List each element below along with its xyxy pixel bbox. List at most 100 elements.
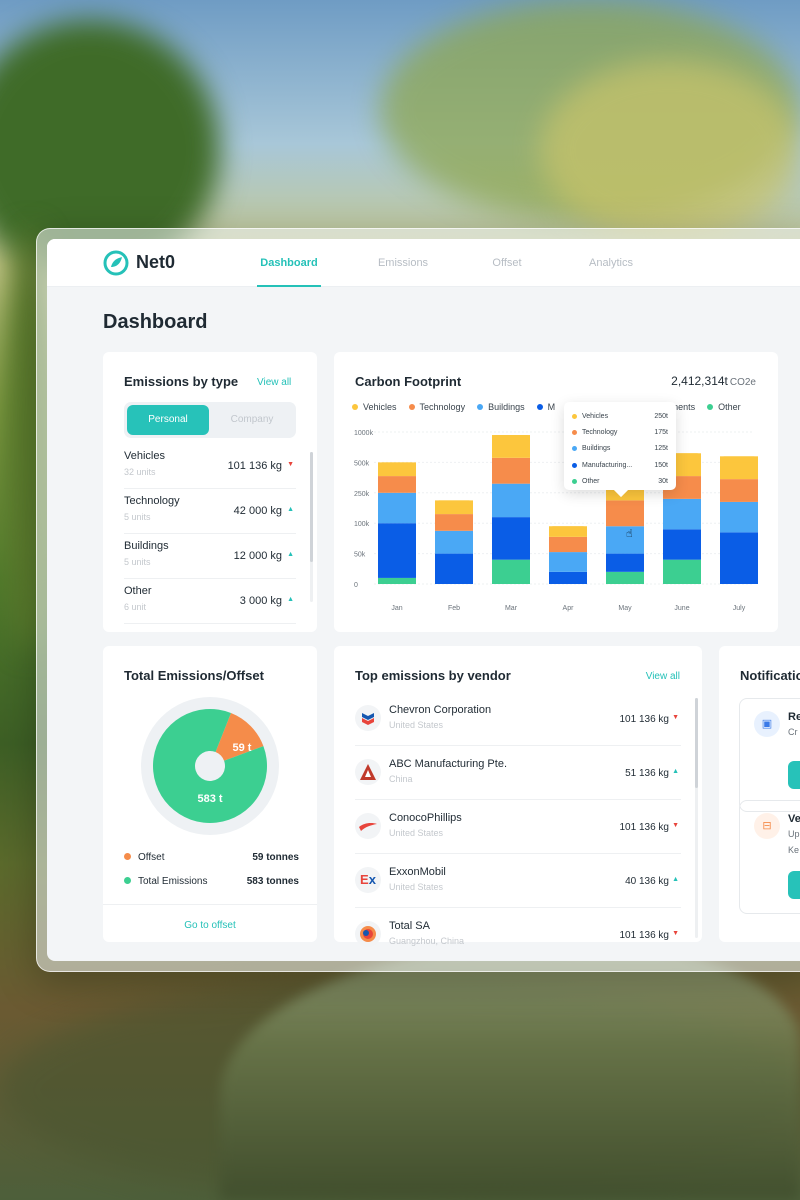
bar-segment-buildings[interactable]: [606, 526, 644, 554]
bar-segment-manufacturing[interactable]: [720, 532, 758, 584]
bar-segment-manufacturing[interactable]: [378, 523, 416, 578]
total-emissions-card: Total Emissions/Offset 59 t 583 t Offset …: [103, 646, 317, 942]
vendor-location: China: [389, 774, 413, 784]
app-name: Net0: [136, 252, 176, 272]
type-toggle: Personal Company: [124, 402, 296, 438]
bar-segment-technology[interactable]: [378, 476, 416, 493]
bar-cap: [492, 435, 530, 442]
notification-item[interactable]: ▣ Re Cr: [739, 698, 800, 812]
document-icon: ▣: [754, 711, 780, 737]
bar-segment-other[interactable]: [492, 559, 530, 584]
top-nav: Net0 Dashboard Emissions Offset Analytic…: [47, 239, 800, 287]
bar-segment-manufacturing[interactable]: [549, 571, 587, 584]
donut-total-label: 583 t: [197, 793, 222, 805]
bar-segment-technology[interactable]: [549, 536, 587, 553]
y-tick-label: 50k: [354, 552, 366, 559]
view-all-link[interactable]: View all: [257, 377, 292, 388]
list-item[interactable]: Technology 5 units 42 000 kg ▲: [124, 489, 296, 534]
bar-segment-buildings[interactable]: [378, 492, 416, 524]
notifications-card: Notificatio ▣ Re Cr ⊟ Ve Up Ke: [719, 646, 800, 942]
donut-offset-label: 59 t: [233, 742, 252, 754]
bar-segment-buildings[interactable]: [720, 501, 758, 533]
list-item[interactable]: Vehicles 32 units 101 136 kg ▼: [124, 444, 296, 489]
toggle-company[interactable]: Company: [230, 414, 274, 425]
nav-analytics[interactable]: Analytics: [588, 256, 634, 269]
vendor-row[interactable]: ABC Manufacturing Pte. China 51 136 kg ▲: [355, 746, 681, 800]
exxon-logo-icon: Ex: [355, 867, 381, 893]
y-tick-label: 100k: [354, 521, 370, 528]
trend-up-icon: ▲: [287, 506, 294, 513]
bar-segment-manufacturing[interactable]: [492, 517, 530, 560]
vendor-value: 101 136 kg: [619, 930, 670, 941]
legend-vehicles[interactable]: Vehicles: [352, 402, 397, 412]
vendor-row[interactable]: Chevron Corporation United States 101 13…: [355, 692, 681, 746]
notification-item[interactable]: ⊟ Ve Up Ke: [739, 800, 800, 914]
trend-up-icon: ▲: [287, 596, 294, 603]
list-item[interactable]: Other 6 unit 3 000 kg ▲: [124, 579, 296, 624]
bar-segment-manufacturing[interactable]: [435, 553, 473, 584]
item-name: Vehicles: [124, 450, 165, 462]
bar-segment-technology[interactable]: [435, 514, 473, 531]
bar-segment-technology[interactable]: [606, 500, 644, 527]
nav-emissions[interactable]: Emissions: [377, 256, 429, 269]
bar-segment-other[interactable]: [606, 571, 644, 584]
notification-text: Cr: [788, 727, 798, 737]
view-all-link[interactable]: View all: [645, 671, 680, 682]
emissions-donut-chart: 59 t 583 t: [141, 697, 279, 835]
go-to-offset-link[interactable]: Go to offset: [103, 904, 317, 942]
trend-up-icon: ▲: [672, 768, 679, 775]
legend-components[interactable]: nents: [673, 402, 696, 412]
item-sub: 6 unit: [124, 602, 147, 612]
bar-segment-other[interactable]: [663, 559, 701, 584]
conoco-logo-icon: [355, 813, 381, 839]
list-item[interactable]: Buildings 5 units 12 000 kg ▲: [124, 534, 296, 579]
scrollbar-thumb[interactable]: [695, 698, 698, 788]
item-value: 42 000 kg: [233, 505, 282, 517]
page-title: Dashboard: [103, 311, 208, 333]
bar-cap: [435, 500, 473, 507]
notification-action-button[interactable]: [788, 871, 800, 899]
vendor-location: United States: [389, 828, 444, 838]
bar-segment-manufacturing[interactable]: [606, 553, 644, 572]
donut-slice-emissions[interactable]: [152, 709, 267, 823]
bar-segment-buildings[interactable]: [492, 483, 530, 518]
bar-segment-buildings[interactable]: [663, 498, 701, 530]
scrollbar-track[interactable]: [695, 698, 698, 938]
card-title: Total Emissions/Offset: [124, 668, 264, 683]
scrollbar-thumb[interactable]: [310, 452, 313, 562]
bar-segment-buildings[interactable]: [549, 552, 587, 572]
vendor-value: 101 136 kg: [619, 714, 670, 725]
bar-segment-technology[interactable]: [720, 479, 758, 502]
vendor-row[interactable]: Total SA Guangzhou, China 101 136 kg ▼: [355, 908, 681, 961]
logo[interactable]: Net0: [103, 250, 257, 276]
total-unit: CO2e: [729, 377, 756, 388]
notification-action-button[interactable]: [788, 761, 800, 789]
vendor-row[interactable]: ConocoPhillips United States 101 136 kg …: [355, 800, 681, 854]
donut-slice-offset[interactable]: [215, 713, 264, 761]
carbon-bar-chart: 0 50k 100k 250k 500k 1000k Jan Feb Mar Apr May June…: [354, 430, 758, 612]
total-logo-icon: [355, 921, 381, 947]
vendor-name: ExxonMobil: [389, 866, 446, 878]
emissions-by-type-card: Emissions by type View all Personal Comp…: [103, 352, 317, 632]
legend-manufacturing[interactable]: M: [536, 402, 555, 412]
go-to-offset-label: Go to offset: [184, 920, 236, 931]
legend-other[interactable]: Other: [707, 402, 741, 412]
item-value: 12 000 kg: [233, 550, 282, 562]
toggle-personal[interactable]: Personal: [127, 405, 209, 435]
item-name: Technology: [124, 495, 180, 507]
bar-segment-other[interactable]: [378, 577, 416, 584]
x-tick-label: Jan: [391, 605, 402, 612]
bar-segment-manufacturing[interactable]: [663, 529, 701, 560]
bar-segment-buildings[interactable]: [435, 530, 473, 554]
y-tick-label: 0: [354, 582, 358, 589]
legend-buildings[interactable]: Buildings: [477, 402, 525, 412]
nav-dashboard[interactable]: Dashboard: [257, 239, 321, 287]
tooltip-row: Technology 175t: [572, 424, 668, 440]
vendor-row[interactable]: Ex ExxonMobil United States 40 136 kg ▲: [355, 854, 681, 908]
app-canvas: Net0 Dashboard Emissions Offset Analytic…: [47, 239, 800, 961]
nav-offset[interactable]: Offset: [492, 256, 522, 269]
bar-segment-technology[interactable]: [492, 457, 530, 484]
type-list: Vehicles 32 units 101 136 kg ▼ Technolog…: [124, 444, 296, 624]
legend-technology[interactable]: Technology: [408, 402, 465, 412]
emissions-dot-icon: [124, 877, 131, 884]
